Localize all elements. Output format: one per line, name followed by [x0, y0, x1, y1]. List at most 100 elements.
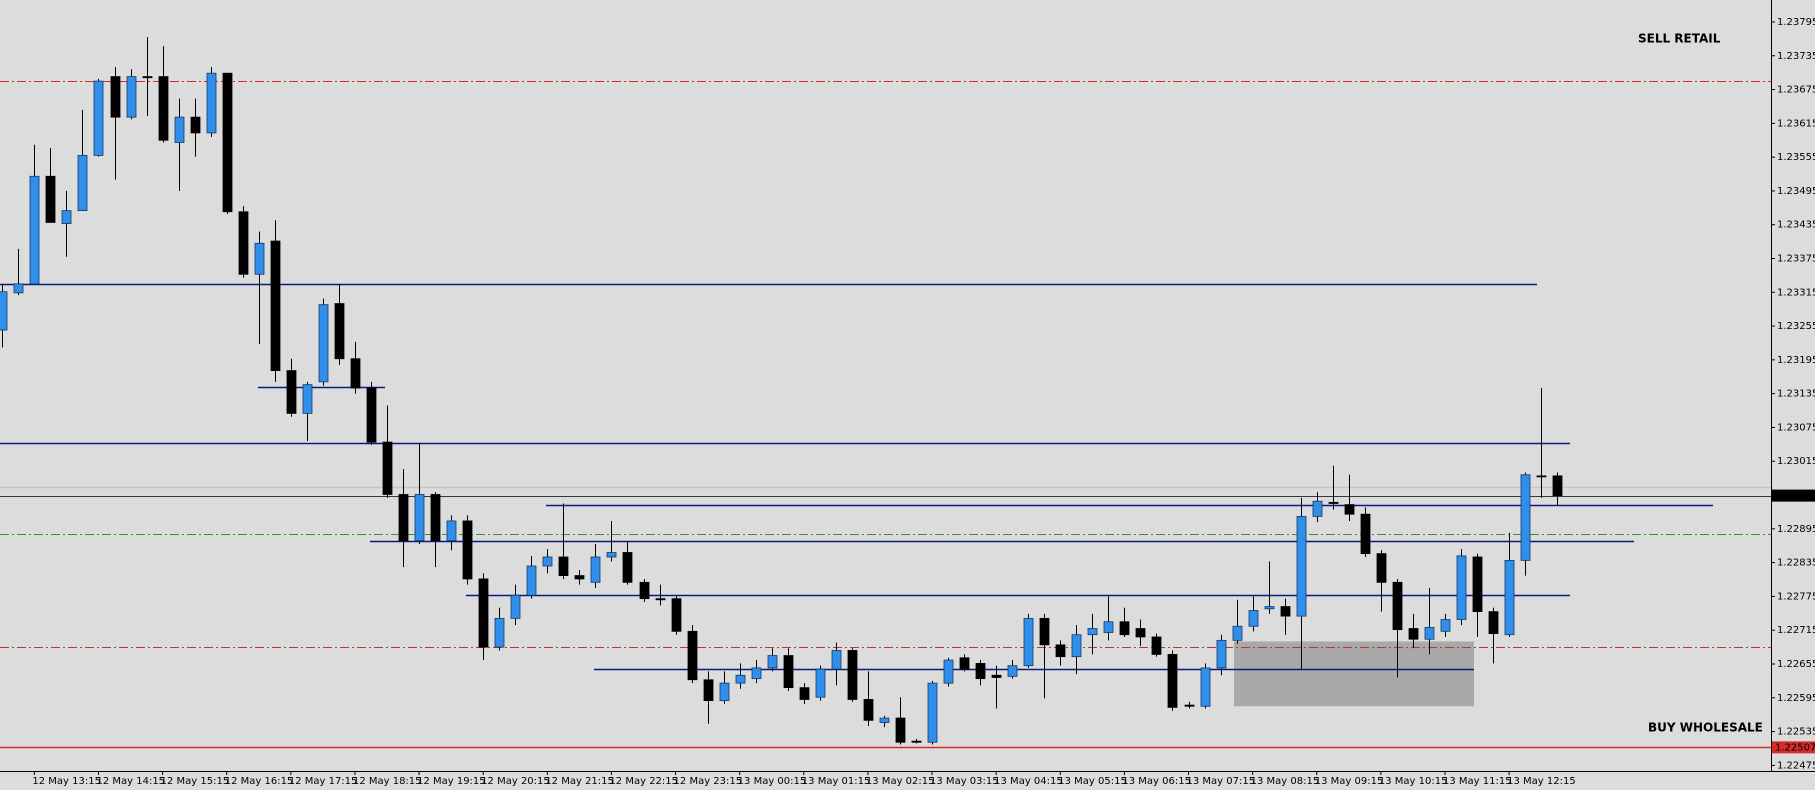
x-tick-label: 13 May 04:15 [994, 776, 1063, 787]
candle-body [911, 740, 922, 743]
candle-body [430, 494, 441, 542]
candle-body [142, 76, 153, 79]
candle-body [1296, 516, 1307, 617]
candle-body [13, 283, 24, 294]
candle-body [606, 552, 617, 558]
y-tick-label: 1.22835 [1777, 558, 1815, 569]
y-tick-label: 1.23675 [1777, 85, 1815, 96]
candle-body [1408, 628, 1419, 640]
candle-body [494, 617, 505, 648]
candle-body [799, 687, 810, 700]
y-tick-label: 1.23255 [1777, 321, 1815, 332]
marked-price-label-bg [1772, 741, 1815, 754]
candle-body [1039, 617, 1050, 646]
candle-body [270, 240, 281, 371]
candle-body [158, 76, 169, 141]
candle-body [751, 667, 762, 680]
candle-body [1232, 625, 1243, 641]
candle-body [895, 717, 906, 743]
candle-body [61, 210, 72, 224]
x-tick-label: 13 May 02:15 [866, 776, 935, 787]
candle-body [526, 565, 537, 596]
candle-body [703, 679, 714, 702]
y-tick-label: 1.23435 [1777, 220, 1815, 231]
candle-body [1520, 474, 1531, 561]
y-tick-label: 1.23615 [1777, 118, 1815, 129]
candle-body [1119, 621, 1130, 636]
current-price-label-bg [1772, 489, 1815, 502]
annotation: SELL RETAIL [1638, 32, 1721, 46]
candle-body [1552, 475, 1563, 497]
candle-body [1456, 555, 1467, 620]
y-tick-label: 1.23075 [1777, 422, 1815, 433]
candle-body [558, 556, 569, 576]
x-tick-label: 12 May 13:15 [32, 776, 101, 787]
x-tick-label: 13 May 08:15 [1251, 776, 1320, 787]
candle-body [1328, 501, 1339, 504]
candle-body [29, 175, 40, 285]
candle-body [1536, 475, 1547, 478]
candle-body [671, 598, 682, 632]
candle-body [1472, 556, 1483, 613]
candle-body [1087, 628, 1098, 636]
candle-body [1440, 619, 1451, 632]
candle-body [879, 717, 890, 723]
candle-body [767, 655, 778, 669]
candle-body [510, 594, 521, 619]
candle-body [991, 674, 1002, 678]
candle-body [206, 72, 217, 134]
candle-body [398, 494, 409, 542]
candle-body [1280, 606, 1291, 617]
x-tick-label: 12 May 20:15 [481, 776, 550, 787]
candle-body [1264, 606, 1275, 610]
candle-body [350, 358, 361, 389]
candle-body [735, 674, 746, 684]
marked-price-label: 1.22507 [1775, 742, 1815, 753]
candle-body [222, 72, 233, 213]
candle-body [93, 80, 104, 156]
candle-body [462, 520, 473, 580]
candle-body [1504, 559, 1515, 636]
candle-body [126, 76, 137, 118]
x-tick-label: 13 May 01:15 [802, 776, 871, 787]
candle-body [1312, 500, 1323, 517]
x-tick-label: 13 May 06:15 [1122, 776, 1191, 787]
candle-body [687, 630, 698, 681]
candle-body [943, 659, 954, 684]
x-tick-label: 12 May 23:15 [674, 776, 743, 787]
candle-body [1071, 634, 1082, 658]
y-tick-label: 1.23795 [1777, 17, 1815, 28]
x-tick-label: 12 May 19:15 [417, 776, 486, 787]
candle-body [1248, 610, 1259, 627]
candle-body [1376, 553, 1387, 583]
candle-body [1007, 665, 1018, 677]
y-tick-label: 1.22775 [1777, 591, 1815, 602]
x-tick-label: 12 May 18:15 [353, 776, 422, 787]
x-tick-label: 13 May 09:15 [1315, 776, 1384, 787]
candle-body [1360, 513, 1371, 555]
candle-body [1184, 704, 1195, 707]
x-tick-label: 13 May 00:15 [738, 776, 807, 787]
candle-body [590, 556, 601, 583]
x-tick-label: 12 May 17:15 [289, 776, 358, 787]
candle-body [831, 650, 842, 670]
y-tick-label: 1.22895 [1777, 524, 1815, 535]
candle-body [1200, 667, 1211, 707]
candle-body [318, 304, 329, 383]
candle-body [815, 668, 826, 698]
y-tick-label: 1.22655 [1777, 659, 1815, 670]
x-tick-label: 13 May 03:15 [930, 776, 999, 787]
candle-body [1103, 621, 1114, 633]
candle-body [622, 552, 633, 583]
candle-body [542, 556, 553, 567]
candle-body [655, 598, 666, 601]
annotation: BUY WHOLESALE [1648, 721, 1763, 735]
x-tick-label: 13 May 05:15 [1058, 776, 1127, 787]
candle-body [639, 581, 650, 600]
x-tick-label: 13 May 11:15 [1443, 776, 1512, 787]
x-tick-label: 12 May 21:15 [545, 776, 614, 787]
candle-body [190, 116, 201, 134]
y-tick-label: 1.23135 [1777, 389, 1815, 400]
